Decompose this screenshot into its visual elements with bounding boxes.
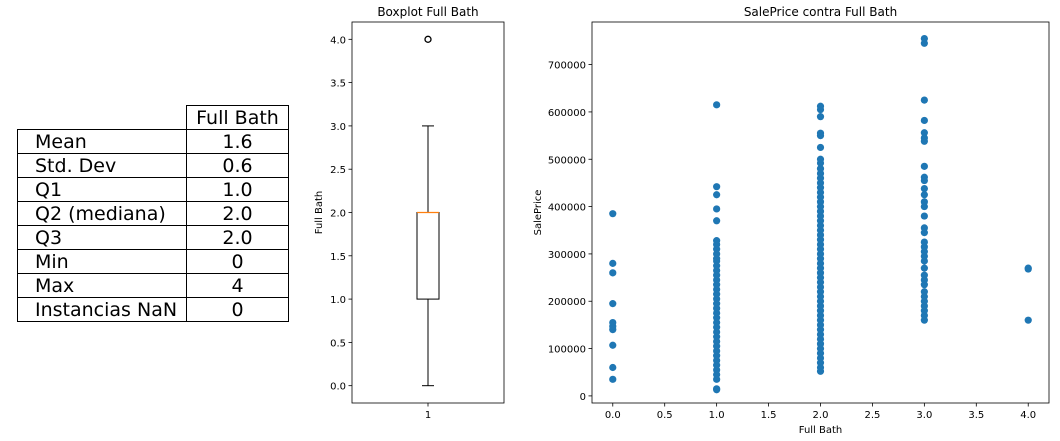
- boxplot-outlier: [424, 35, 432, 43]
- scatter-ytick-label: 100000: [548, 345, 586, 356]
- scatter-ylabel: SalePrice: [533, 190, 544, 236]
- scatter-xtick-label: 0.5: [657, 410, 673, 421]
- boxplot-ytick-label: 1.5: [330, 252, 346, 263]
- stats-row-value: 2.0: [186, 225, 289, 250]
- scatter-point: [609, 300, 617, 308]
- scatter-point: [609, 269, 617, 277]
- scatter-xtick-label: 3.0: [916, 410, 932, 421]
- boxplot-ytick-label: 2.5: [330, 165, 346, 176]
- stats-row-label: Std. Dev: [17, 153, 187, 178]
- stats-row-label: Q2 (mediana): [17, 201, 187, 226]
- scatter-xtick-label: 4.0: [1020, 410, 1036, 421]
- boxplot-ytick-label: 3.5: [330, 79, 346, 90]
- scatter-ytick-label: 400000: [548, 203, 586, 214]
- scatter-point: [1024, 264, 1032, 272]
- stats-row: Q3 2.0: [17, 225, 289, 250]
- scatter-point: [816, 143, 825, 152]
- scatter-xtick-label: 3.5: [968, 410, 984, 421]
- boxplot-ytick-label: 1.0: [330, 295, 346, 306]
- scatter-point: [816, 102, 825, 110]
- boxplot-ylabel: Full Bath: [314, 191, 325, 235]
- scatter-xtick-label: 2.5: [864, 410, 880, 421]
- scatter-ytick-label: 700000: [548, 61, 586, 72]
- scatter-point: [816, 155, 825, 163]
- scatter-point: [816, 113, 825, 121]
- scatter-point: [713, 205, 721, 213]
- scatter-title: SalePrice contra Full Bath: [744, 5, 897, 19]
- scatter-point: [920, 173, 928, 181]
- scatter-ytick-label: 500000: [548, 155, 586, 166]
- boxplot-ytick-label: 0.5: [330, 338, 346, 349]
- scatter-point: [920, 271, 928, 279]
- scatter-point: [713, 217, 721, 225]
- stats-row: Mean 1.6: [17, 129, 289, 154]
- scatter-ytick-label: 600000: [548, 108, 586, 119]
- scatter-ytick-label: 200000: [548, 297, 586, 308]
- scatter-point: [920, 198, 928, 206]
- scatter-point: [713, 183, 721, 191]
- scatter-point: [609, 318, 617, 327]
- scatter-ytick-label: 0: [580, 392, 586, 403]
- boxplot-ytick-label: 0.0: [330, 382, 346, 393]
- scatter-point: [816, 165, 825, 173]
- stats-header-cell: Full Bath: [186, 105, 289, 130]
- boxplot-ytick-label: 3.0: [330, 122, 346, 133]
- stats-row-label: Max: [17, 273, 187, 298]
- stats-row: Instancias NaN 0: [17, 297, 289, 322]
- scatter-point: [609, 375, 617, 383]
- scatter-point: [920, 129, 928, 137]
- stats-row-value: 2.0: [186, 201, 289, 226]
- scatter-point: [713, 385, 721, 393]
- scatter-point: [609, 341, 617, 349]
- scatter-point: [713, 101, 721, 109]
- scatter-point: [609, 259, 617, 267]
- stats-row: Q2 (mediana) 2.0: [17, 201, 289, 226]
- scatter-point: [920, 116, 928, 125]
- scatter-point: [920, 96, 928, 104]
- scatter-point: [609, 210, 617, 218]
- scatter-point: [920, 288, 928, 296]
- stats-row: Std. Dev 0.6: [17, 153, 289, 178]
- scatter-xtick-label: 1.0: [709, 410, 725, 421]
- stats-row-value: 0: [186, 297, 289, 322]
- scatter-point: [713, 237, 721, 245]
- stats-row: Q1 1.0: [17, 177, 289, 202]
- scatter-point: [920, 34, 928, 43]
- stats-row: Min 0: [17, 249, 289, 274]
- scatter-point: [920, 162, 928, 170]
- scatter-point: [920, 264, 928, 272]
- boxplot-xtick-label: 1: [425, 410, 431, 421]
- scatter-point: [920, 184, 928, 193]
- scatter-point: [609, 363, 617, 372]
- stats-row: Max 4: [17, 273, 289, 298]
- scatter-xtick-label: 0.0: [605, 410, 621, 421]
- scatter-xlabel: Full Bath: [799, 425, 843, 436]
- stats-row-value: 0.6: [186, 153, 289, 178]
- stats-row-label: Instancias NaN: [17, 297, 187, 322]
- stats-row-value: 0: [186, 249, 289, 274]
- scatter-xtick-label: 2.0: [813, 410, 829, 421]
- scatter-xtick-label: 1.5: [761, 410, 777, 421]
- boxplot-title: Boxplot Full Bath: [377, 5, 478, 19]
- stats-header-row: Full Bath: [18, 105, 289, 130]
- scatter-point: [713, 191, 721, 199]
- scatter-ytick-label: 300000: [548, 250, 586, 261]
- scatter-point: [920, 134, 928, 142]
- stats-row-value: 1.0: [186, 177, 289, 202]
- scatter-point: [920, 238, 928, 246]
- stats-table: Full Bath Mean 1.6 Std. Dev 0.6 Q1 1.0 Q2 (med…: [17, 105, 289, 322]
- boxplot-ytick-label: 2.0: [330, 209, 346, 220]
- scatter-point: [920, 191, 928, 199]
- scatter-point: [920, 212, 928, 220]
- stats-row-label: Q3: [17, 225, 187, 250]
- stats-row-value: 4: [186, 273, 289, 298]
- scatter-point: [816, 129, 825, 137]
- stats-row-label: Min: [17, 249, 187, 274]
- boxplot-ytick-label: 4.0: [330, 35, 346, 46]
- stats-row-label: Mean: [17, 129, 187, 154]
- scatter-point: [920, 224, 928, 232]
- scatter-point: [1024, 316, 1032, 324]
